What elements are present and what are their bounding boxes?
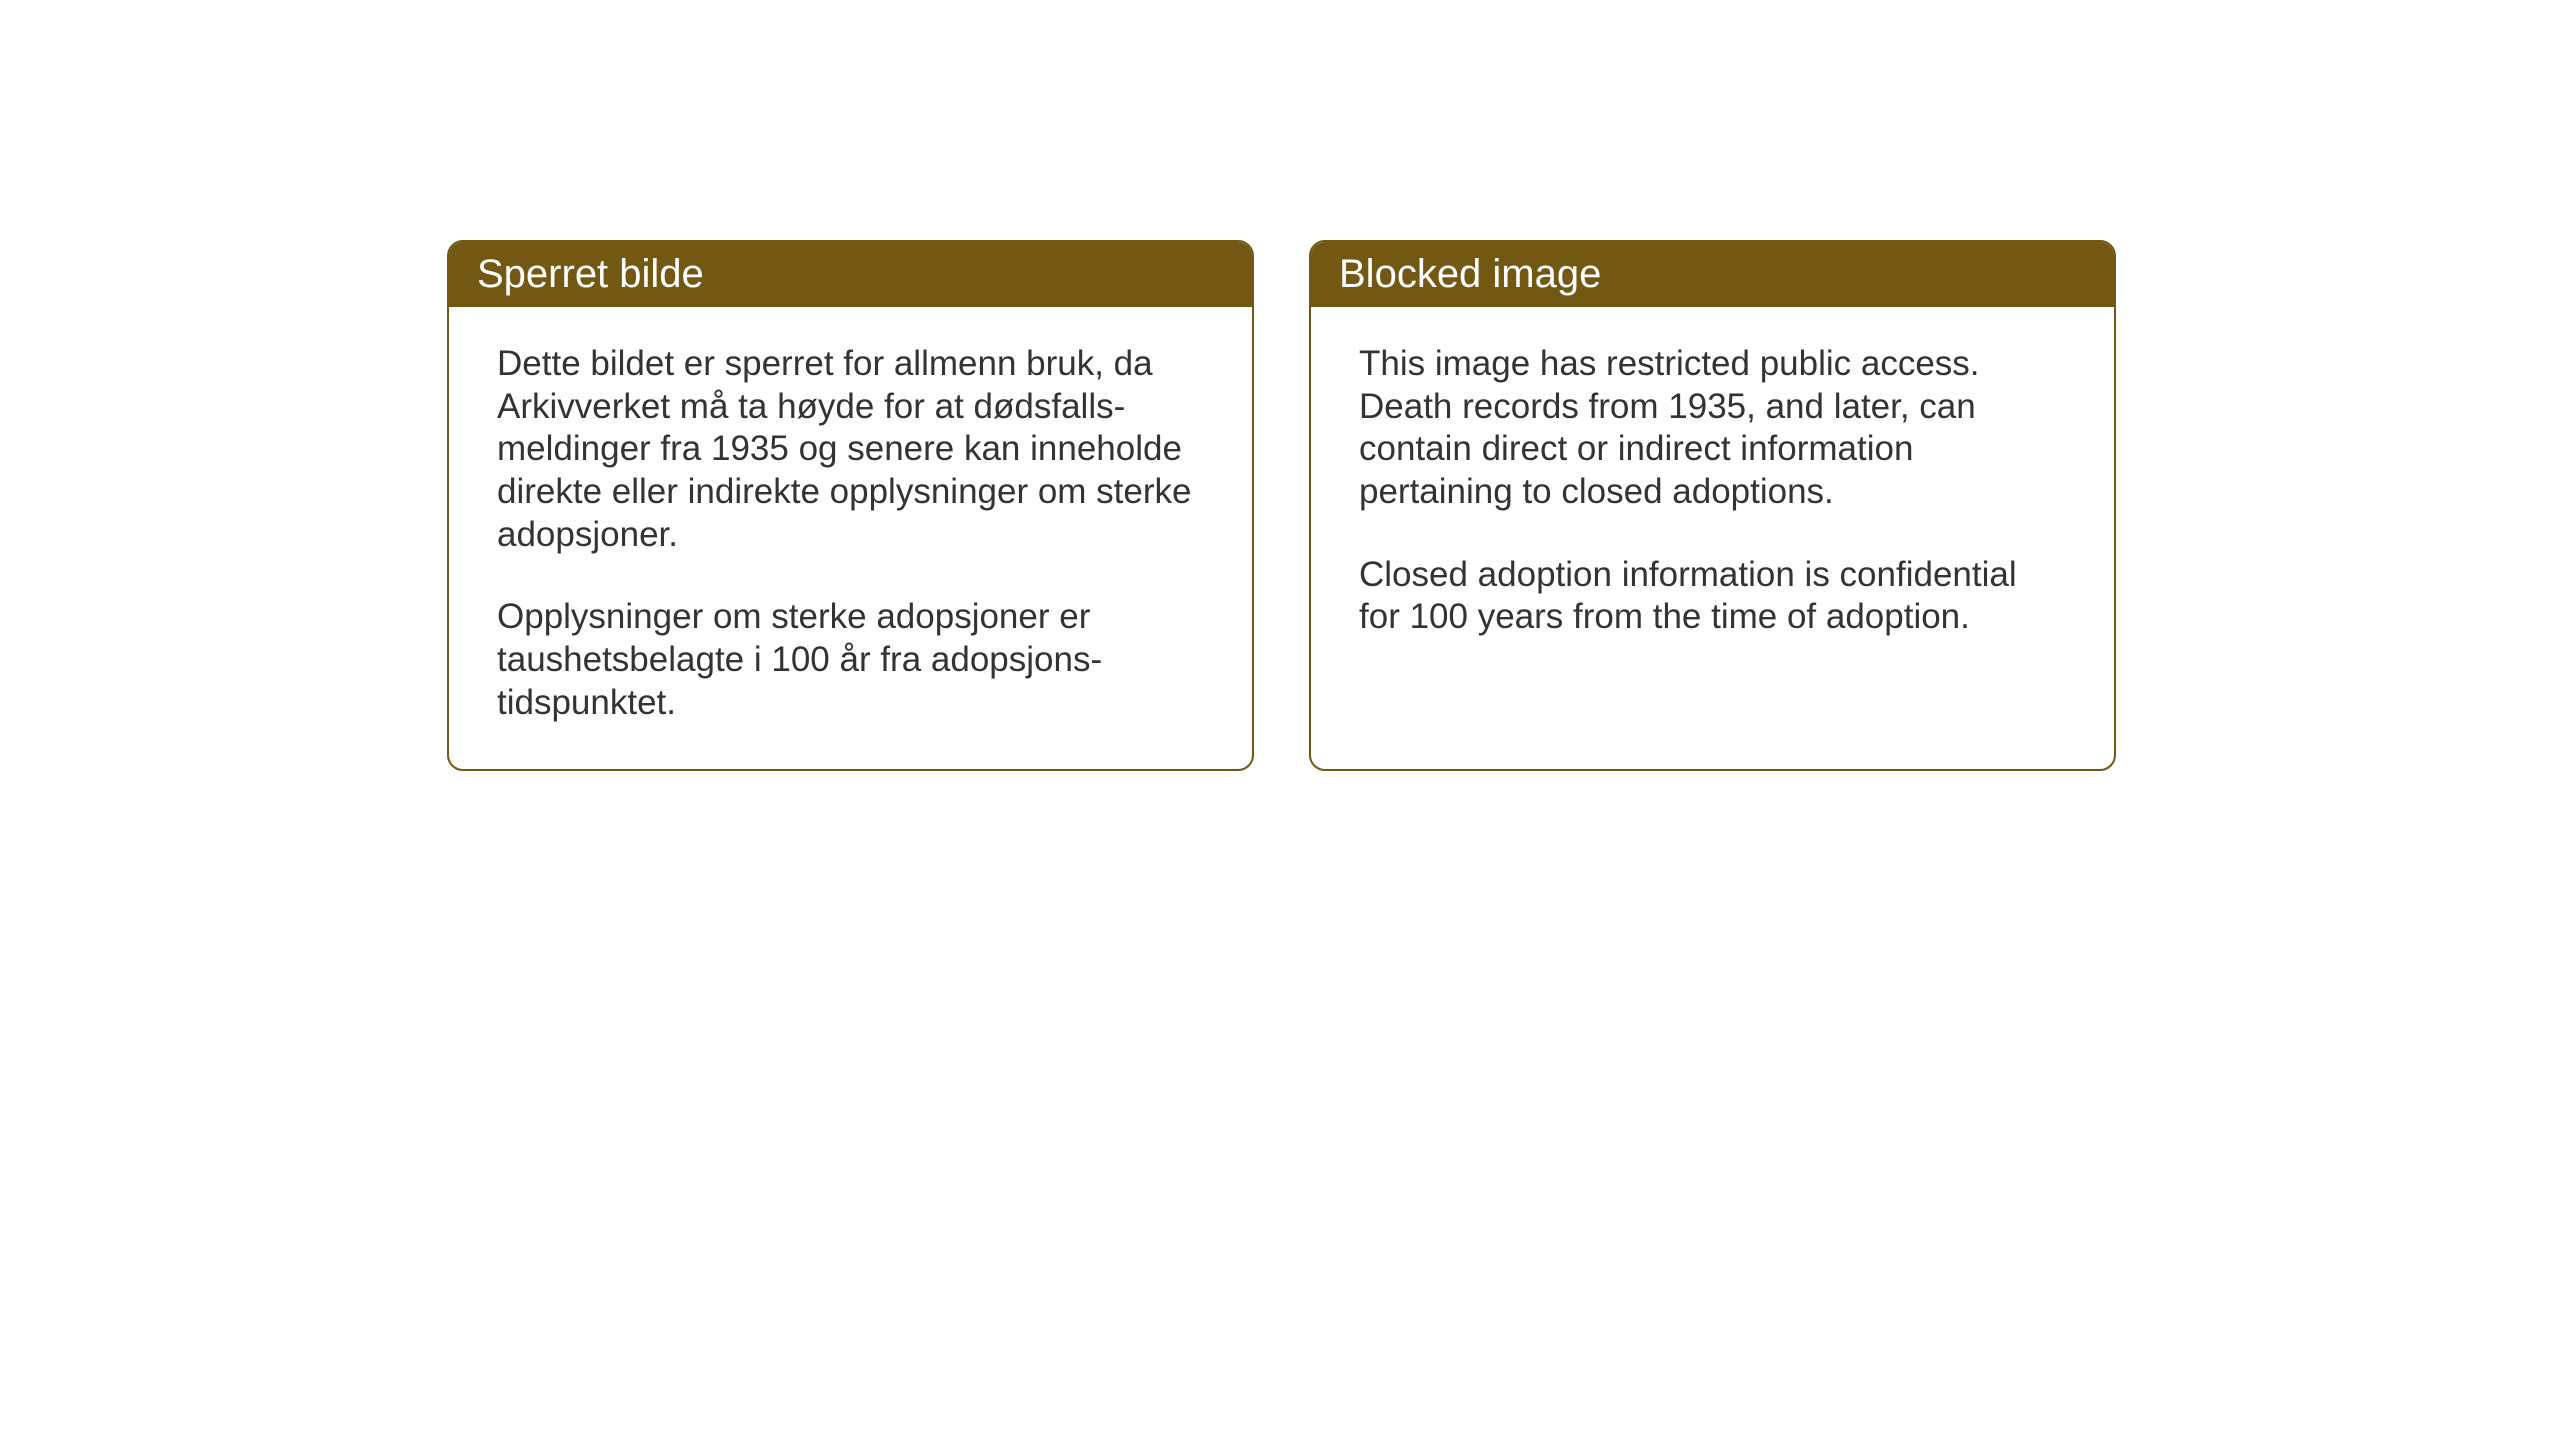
norwegian-paragraph-2: Opplysninger om sterke adopsjoner er tau…	[497, 596, 1204, 724]
norwegian-card-body: Dette bildet er sperret for allmenn bruk…	[449, 307, 1252, 769]
english-card-title: Blocked image	[1339, 252, 1601, 296]
norwegian-paragraph-1: Dette bildet er sperret for allmenn bruk…	[497, 343, 1204, 556]
norwegian-notice-card: Sperret bilde Dette bildet er sperret fo…	[447, 240, 1254, 771]
english-notice-card: Blocked image This image has restricted …	[1309, 240, 2116, 771]
norwegian-card-title: Sperret bilde	[477, 252, 704, 296]
english-paragraph-1: This image has restricted public access.…	[1359, 343, 2066, 514]
english-card-header: Blocked image	[1311, 242, 2114, 307]
notice-container: Sperret bilde Dette bildet er sperret fo…	[447, 240, 2116, 771]
norwegian-card-header: Sperret bilde	[449, 242, 1252, 307]
english-card-body: This image has restricted public access.…	[1311, 307, 2114, 683]
english-paragraph-2: Closed adoption information is confident…	[1359, 554, 2066, 639]
